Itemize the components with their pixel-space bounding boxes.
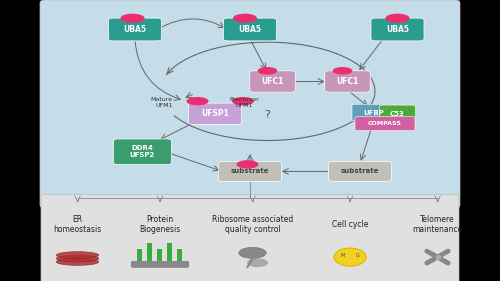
FancyBboxPatch shape — [371, 18, 424, 41]
Bar — [167, 243, 172, 261]
Text: Mature
UFM1: Mature UFM1 — [150, 97, 172, 108]
FancyBboxPatch shape — [250, 71, 295, 92]
Ellipse shape — [56, 259, 99, 265]
FancyBboxPatch shape — [41, 194, 459, 281]
Text: Protein
Biogenesis: Protein Biogenesis — [140, 215, 180, 235]
Ellipse shape — [232, 97, 254, 105]
Text: ?: ? — [264, 110, 270, 120]
FancyBboxPatch shape — [108, 18, 162, 41]
Ellipse shape — [248, 259, 268, 267]
FancyBboxPatch shape — [130, 261, 190, 268]
Ellipse shape — [233, 13, 257, 23]
Text: Cell cycle: Cell cycle — [332, 220, 368, 229]
Text: UFC1: UFC1 — [336, 77, 358, 86]
Bar — [147, 243, 152, 261]
FancyBboxPatch shape — [218, 161, 282, 182]
Text: COMPASS: COMPASS — [368, 121, 402, 126]
Text: substrate: substrate — [231, 168, 269, 175]
Bar — [157, 249, 162, 261]
Text: UFBP: UFBP — [363, 110, 384, 116]
Text: UBA5: UBA5 — [386, 25, 409, 34]
Text: Precursor
UFM1: Precursor UFM1 — [229, 97, 259, 108]
Text: ER
homeostasis: ER homeostasis — [54, 215, 102, 235]
Polygon shape — [334, 248, 366, 266]
Text: Telomere
maintenance: Telomere maintenance — [412, 215, 463, 235]
Text: G: G — [356, 253, 360, 258]
Ellipse shape — [186, 97, 208, 105]
Text: C53: C53 — [390, 110, 405, 117]
Bar — [177, 249, 182, 261]
Text: substrate: substrate — [341, 168, 380, 175]
Ellipse shape — [239, 247, 266, 259]
Ellipse shape — [258, 67, 278, 75]
Ellipse shape — [332, 67, 352, 75]
FancyBboxPatch shape — [224, 18, 276, 41]
FancyBboxPatch shape — [380, 105, 416, 122]
Ellipse shape — [56, 255, 99, 262]
Text: Ribosome associated
quality control: Ribosome associated quality control — [212, 215, 293, 235]
Bar — [137, 249, 142, 261]
FancyBboxPatch shape — [328, 161, 392, 182]
Ellipse shape — [236, 160, 258, 169]
Ellipse shape — [386, 13, 409, 23]
FancyBboxPatch shape — [188, 103, 242, 124]
Text: UBA5: UBA5 — [238, 25, 262, 34]
Ellipse shape — [120, 13, 144, 23]
Text: UBA5: UBA5 — [124, 25, 146, 34]
Text: M: M — [340, 253, 344, 258]
FancyBboxPatch shape — [352, 104, 396, 121]
FancyBboxPatch shape — [40, 0, 460, 208]
FancyBboxPatch shape — [355, 117, 415, 131]
Ellipse shape — [56, 252, 99, 259]
Text: UFC1: UFC1 — [262, 77, 283, 86]
Text: DDR4
UFSP2: DDR4 UFSP2 — [130, 145, 155, 158]
FancyBboxPatch shape — [114, 139, 172, 165]
Text: UFSP1: UFSP1 — [201, 109, 229, 118]
FancyBboxPatch shape — [325, 71, 370, 92]
